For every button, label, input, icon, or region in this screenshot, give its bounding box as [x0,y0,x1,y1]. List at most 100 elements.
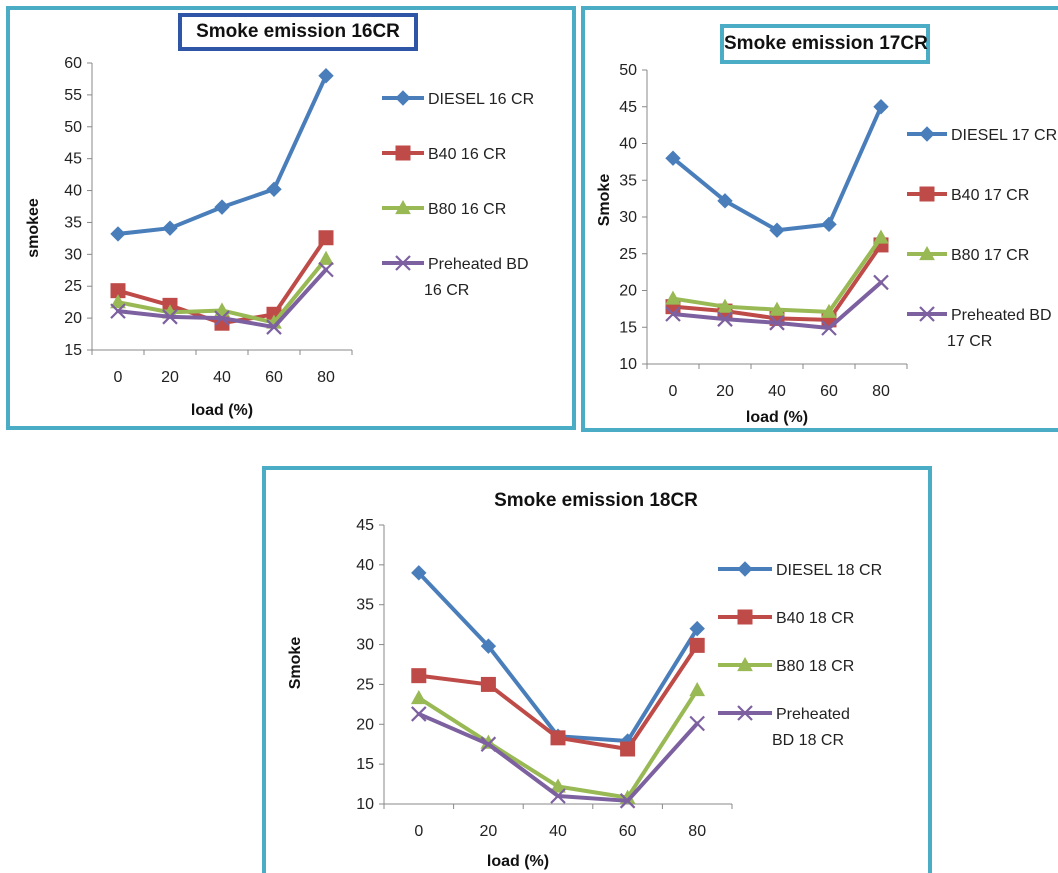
series-4 [411,706,705,809]
y-tick-label: 20 [356,716,374,733]
series-1 [665,99,889,238]
legend-entry: B80 18 CR [718,656,854,675]
y-tick-label: 40 [356,557,374,574]
legend-label: B80 16 CR [428,201,506,218]
triangle-marker [665,290,681,305]
x-tick-label: 60 [265,369,283,386]
x-marker [162,309,178,325]
y-tick-label: 10 [356,796,374,813]
triangle-marker [737,656,753,672]
legend-label: B40 17 CR [951,187,1029,204]
diamond-marker [717,193,733,209]
diamond-marker [411,565,427,581]
legend-entry: DIESEL 16 CR [382,90,534,108]
legend-entry: B40 16 CR [382,145,506,163]
y-tick-label: 25 [356,676,374,693]
series-4 [110,261,334,335]
y-tick-label: 20 [619,283,637,300]
y-tick-label: 15 [356,756,374,773]
square-marker [550,730,566,746]
diamond-marker [162,220,178,236]
legend-entry: DIESEL 17 CR [907,126,1057,144]
x-tick-label: 20 [161,369,179,386]
legend-label: Preheated BD 17 CR [947,307,1052,350]
diamond-marker [665,150,681,166]
triangle-marker [717,298,733,313]
y-tick-label: 30 [356,637,374,654]
x-tick-label: 40 [549,823,567,840]
diamond-marker [769,222,785,238]
square-marker [689,637,705,653]
y-tick-label: 50 [619,62,637,79]
y-axis-label: Smoke [596,174,613,227]
y-tick-label: 30 [619,209,637,226]
diamond-marker [737,561,753,577]
x-tick-label: 40 [768,383,786,400]
x-tick-label: 0 [114,369,123,386]
triangle-marker [318,250,334,265]
y-tick-label: 45 [619,99,637,116]
x-axis-label: load (%) [487,853,549,870]
x-marker [110,303,126,319]
y-tick-label: 15 [64,342,82,359]
triangle-marker [919,245,935,261]
diamond-marker [480,638,497,654]
y-axis-label: Smoke [287,637,304,690]
y-tick-label: 40 [64,183,82,200]
x-tick-label: 40 [213,369,231,386]
x-tick-label: 0 [669,383,678,400]
series-3 [665,229,889,318]
x-axis-label: load (%) [191,402,253,419]
legend-entry: Preheated BD 17 CR [907,306,1052,350]
x-marker [411,706,427,722]
square-marker [395,145,411,161]
chart-title: Smoke emission 16CR [178,13,418,51]
y-tick-label: 35 [356,597,374,614]
series-line [416,570,700,744]
y-tick-label: 55 [64,87,82,104]
square-marker [620,741,636,757]
legend-entry: Preheated BD 16 CR [382,255,529,299]
x-marker [717,311,733,327]
triangle-marker [410,689,427,705]
series-line [671,235,883,314]
x-tick-label: 80 [872,383,890,400]
series-4 [665,274,889,336]
legend-label: DIESEL 18 CR [776,562,882,579]
legend-label: B40 18 CR [776,610,854,627]
diamond-marker [214,199,230,215]
series-2 [411,637,705,757]
x-marker [769,315,785,331]
triangle-marker [873,229,889,244]
chart-panel-17cr: Smoke emission 17CR 10 15 20 25 30 35 40 45 50 0 2… [581,6,1058,432]
line-chart-18cr: 10 15 20 25 30 35 40 45 0 20 40 60 80 load (%) Smoke DI… [287,517,882,870]
x-marker [737,705,753,721]
square-marker [919,186,935,202]
legend-label: B80 17 CR [951,247,1029,264]
x-marker [919,306,935,322]
x-tick-label: 20 [480,823,498,840]
series-line [671,104,883,233]
y-tick-label: 10 [619,356,637,373]
diamond-marker [919,126,935,142]
y-tick-label: 25 [64,278,82,295]
series-1 [110,68,334,242]
x-marker [480,736,497,752]
legend-label: B80 18 CR [776,658,854,675]
y-tick-label: 60 [64,55,82,72]
legend-entry: B40 17 CR [907,186,1029,204]
square-marker [318,230,334,246]
triangle-marker [214,302,230,317]
chart-title: Smoke emission 18CR [446,486,746,516]
legend-entry: Preheated BD 18 CR [718,705,850,749]
x-marker [266,319,282,335]
x-tick-label: 20 [716,383,734,400]
chart-panel-16cr: Smoke emission 16CR 15 20 25 30 35 40 45 50 55 60… [6,6,576,430]
x-marker [689,715,705,732]
x-tick-label: 80 [317,369,335,386]
legend-label: DIESEL 16 CR [428,91,534,108]
x-marker [619,793,636,809]
y-tick-label: 40 [619,136,637,153]
x-tick-label: 0 [414,823,423,840]
x-marker [665,306,681,322]
